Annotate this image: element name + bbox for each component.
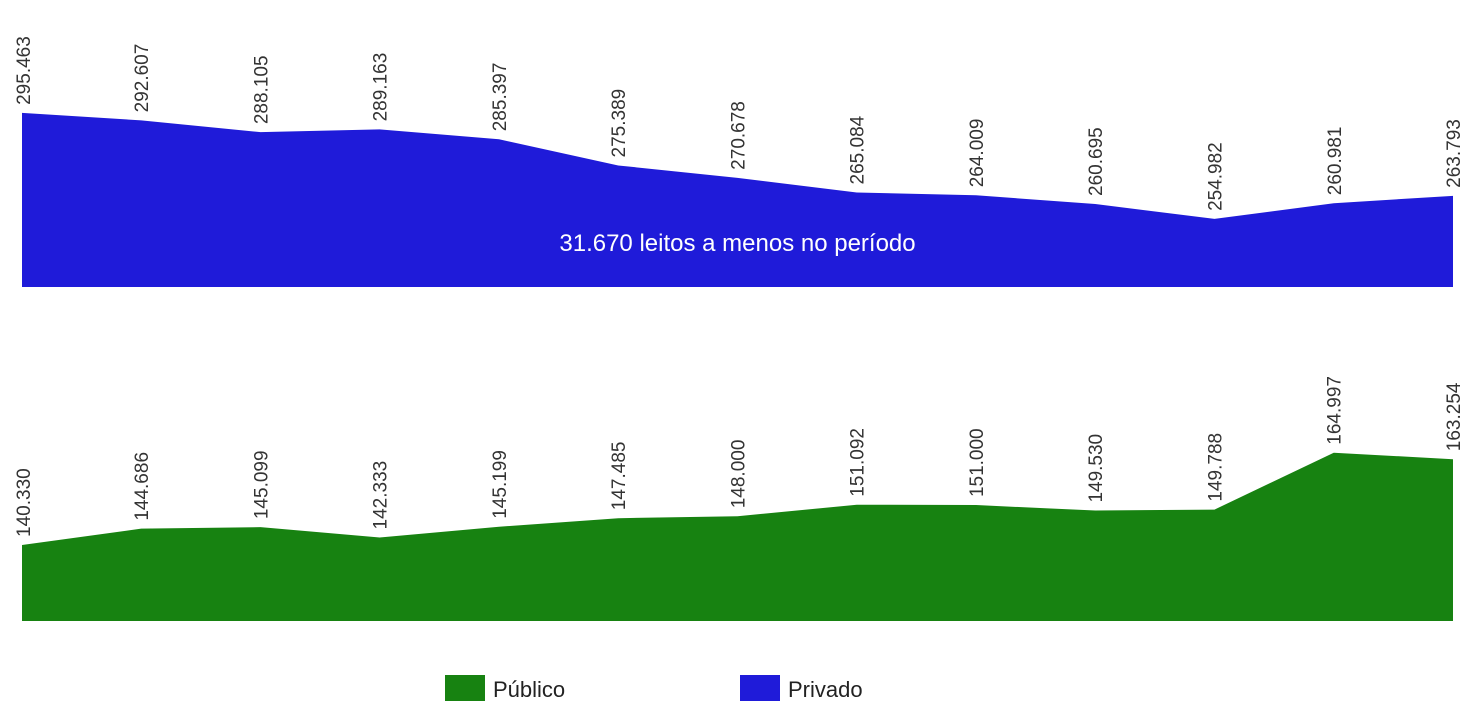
value-label: 265.084	[848, 115, 869, 184]
value-label: 151.000	[967, 428, 988, 497]
value-label: 289.163	[371, 53, 392, 122]
value-label: 164.997	[1325, 376, 1346, 445]
value-label: 151.092	[848, 428, 869, 497]
value-label: 263.793	[1444, 119, 1465, 188]
value-label: 260.981	[1325, 127, 1346, 196]
value-label: 145.199	[490, 450, 511, 519]
value-label: 270.678	[729, 101, 750, 170]
legend-swatch	[445, 675, 485, 701]
value-label: 148.000	[729, 440, 750, 509]
value-label: 275.389	[609, 89, 630, 158]
value-label: 292.607	[132, 44, 153, 113]
value-label: 147.485	[609, 442, 630, 511]
area	[22, 112, 1453, 288]
value-label: 295.463	[14, 36, 35, 105]
legend-label: Público	[493, 677, 565, 702]
legend-label: Privado	[788, 677, 863, 702]
value-label: 140.330	[14, 468, 35, 537]
value-label: 145.099	[252, 450, 273, 519]
annotation: 31.670 leitos a menos no período	[559, 230, 915, 257]
value-label: 285.397	[490, 63, 511, 132]
value-label: 264.009	[967, 119, 988, 188]
value-label: 149.788	[1206, 433, 1227, 502]
value-label: 288.105	[252, 55, 273, 124]
value-label: 260.695	[1086, 127, 1107, 196]
value-label: 144.686	[132, 452, 153, 521]
legend-swatch	[740, 675, 780, 701]
value-label: 163.254	[1444, 382, 1465, 451]
value-label: 149.530	[1086, 434, 1107, 503]
area	[22, 452, 1453, 621]
value-label: 254.982	[1206, 142, 1227, 211]
value-label: 142.333	[371, 461, 392, 530]
